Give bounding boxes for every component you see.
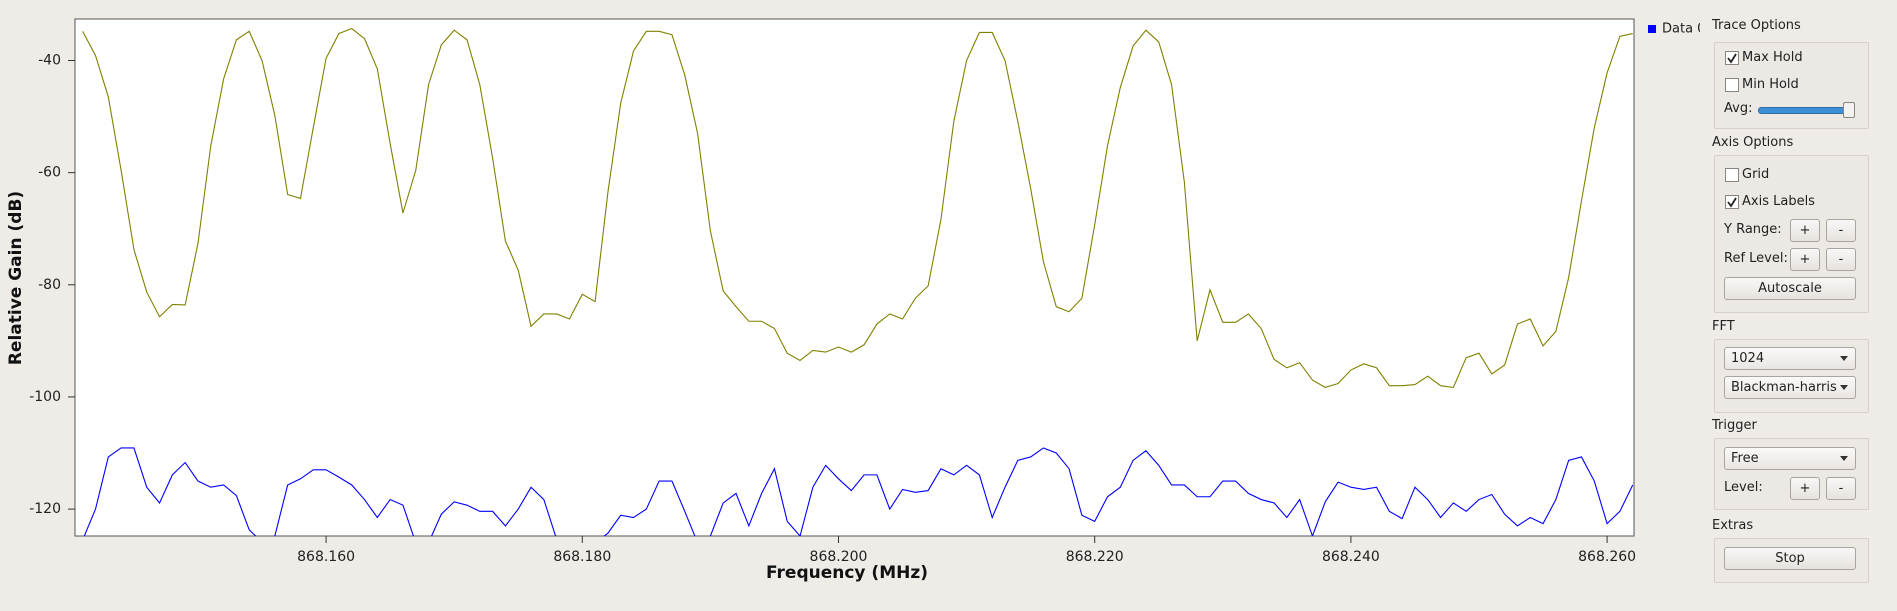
trace-line bbox=[82, 27, 1633, 388]
level-label: Level: bbox=[1724, 480, 1763, 495]
x-tick-label: 868.260 bbox=[1578, 549, 1636, 565]
y-tick-label: -40 bbox=[38, 52, 61, 68]
group-title: Trigger bbox=[1712, 418, 1757, 433]
x-tick-label: 868.160 bbox=[297, 549, 355, 565]
checkbox[interactable] bbox=[1725, 51, 1739, 65]
group-title: Axis Options bbox=[1712, 135, 1794, 150]
y-tick-label: -120 bbox=[29, 501, 61, 517]
ref-level-label: Ref Level: bbox=[1724, 251, 1788, 266]
check-stroke bbox=[1727, 53, 1737, 64]
plot-area bbox=[74, 18, 1635, 537]
x-tick-label: 868.220 bbox=[1066, 549, 1124, 565]
minus-button[interactable]: - bbox=[1826, 219, 1856, 242]
trace-line bbox=[83, 447, 1634, 536]
x-axis-label: Frequency (MHz) bbox=[766, 563, 928, 583]
checkbox-label: Max Hold bbox=[1742, 50, 1803, 65]
y-tick-label: -80 bbox=[38, 277, 61, 293]
combo-text: Free bbox=[1731, 451, 1759, 466]
avg-slider-track bbox=[1758, 107, 1851, 114]
fft-size-combo[interactable]: 1024 bbox=[1724, 347, 1856, 370]
minus-button[interactable]: - bbox=[1826, 477, 1856, 500]
group-title: Extras bbox=[1712, 518, 1754, 533]
y-range-label: Y Range: bbox=[1724, 222, 1782, 237]
combo-text: Blackman-harris bbox=[1731, 380, 1837, 395]
legend-label: Data 0 bbox=[1662, 22, 1700, 37]
window-combo[interactable]: Blackman-harris bbox=[1724, 376, 1856, 399]
autoscale-button[interactable]: Autoscale bbox=[1724, 277, 1856, 300]
checkbox-label: Min Hold bbox=[1742, 77, 1799, 92]
trigger-mode-combo[interactable]: Free bbox=[1724, 447, 1856, 470]
y-tick-label: -100 bbox=[29, 389, 61, 405]
y-axis-label: Relative Gain (dB) bbox=[6, 191, 26, 365]
y-tick-label: -60 bbox=[38, 165, 61, 181]
x-tick-label: 868.240 bbox=[1322, 549, 1380, 565]
avg-slider-handle[interactable] bbox=[1843, 102, 1855, 118]
checkbox[interactable] bbox=[1725, 168, 1739, 182]
stop-button[interactable]: Stop bbox=[1724, 547, 1856, 570]
check-stroke bbox=[1727, 197, 1737, 208]
plus-button[interactable]: + bbox=[1790, 248, 1820, 271]
checkbox[interactable] bbox=[1725, 195, 1739, 209]
checkbox[interactable] bbox=[1725, 78, 1739, 92]
plus-button[interactable]: + bbox=[1790, 477, 1820, 500]
avg-label: Avg: bbox=[1724, 101, 1753, 116]
check-mark bbox=[1727, 197, 1737, 208]
checkbox-label: Axis Labels bbox=[1742, 194, 1815, 209]
group-title: FFT bbox=[1712, 319, 1735, 334]
combo-text: 1024 bbox=[1731, 351, 1765, 366]
checkbox-label: Grid bbox=[1742, 167, 1770, 182]
minus-button[interactable]: - bbox=[1826, 248, 1856, 271]
legend-swatch bbox=[1648, 25, 1656, 33]
plus-button[interactable]: + bbox=[1790, 219, 1820, 242]
check-mark bbox=[1727, 53, 1737, 64]
x-tick-label: 868.200 bbox=[810, 549, 868, 565]
fft-plot: Frequency (MHz) Relative Gain (dB) -40 -6… bbox=[6, 18, 1700, 583]
group-title: Trace Options bbox=[1712, 18, 1801, 33]
x-tick-label: 868.180 bbox=[553, 549, 611, 565]
